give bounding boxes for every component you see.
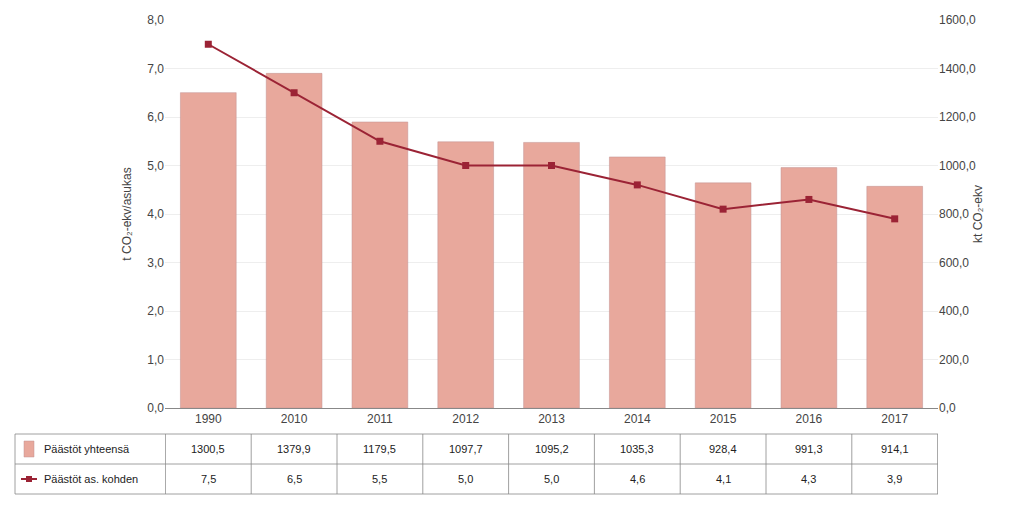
svg-text:914,1: 914,1 <box>881 443 909 455</box>
svg-text:7,5: 7,5 <box>201 473 216 485</box>
svg-text:3,0: 3,0 <box>147 256 164 270</box>
svg-text:4,3: 4,3 <box>801 473 816 485</box>
svg-text:928,4: 928,4 <box>709 443 737 455</box>
svg-text:0,0: 0,0 <box>939 401 956 415</box>
svg-text:6,0: 6,0 <box>147 110 164 124</box>
svg-text:2013: 2013 <box>538 412 565 426</box>
svg-text:600,0: 600,0 <box>939 256 969 270</box>
svg-text:1200,0: 1200,0 <box>939 110 976 124</box>
svg-text:1179,5: 1179,5 <box>363 443 396 455</box>
svg-text:7,0: 7,0 <box>147 62 164 76</box>
svg-text:1097,7: 1097,7 <box>449 443 483 455</box>
svg-text:200,0: 200,0 <box>939 353 969 367</box>
svg-text:1000,0: 1000,0 <box>939 159 976 173</box>
svg-text:5,5: 5,5 <box>372 473 387 485</box>
svg-text:kt CO₂-ekv: kt CO₂-ekv <box>971 185 985 243</box>
svg-text:2017: 2017 <box>881 412 908 426</box>
svg-text:1400,0: 1400,0 <box>939 62 976 76</box>
svg-text:1,0: 1,0 <box>147 353 164 367</box>
svg-text:3,9: 3,9 <box>887 473 902 485</box>
svg-text:800,0: 800,0 <box>939 207 969 221</box>
svg-text:1095,2: 1095,2 <box>535 443 569 455</box>
svg-text:t CO₂-ekv/asukas: t CO₂-ekv/asukas <box>120 167 134 260</box>
svg-text:1379,9: 1379,9 <box>277 443 311 455</box>
svg-text:2016: 2016 <box>796 412 823 426</box>
svg-text:8,0: 8,0 <box>147 13 164 27</box>
svg-text:1300,5: 1300,5 <box>191 443 225 455</box>
svg-text:991,3: 991,3 <box>795 443 823 455</box>
svg-text:1990: 1990 <box>195 412 222 426</box>
svg-text:1600,0: 1600,0 <box>939 13 976 27</box>
svg-text:2011: 2011 <box>367 412 393 426</box>
svg-text:4,0: 4,0 <box>147 207 164 221</box>
svg-text:1035,3: 1035,3 <box>620 443 654 455</box>
svg-text:5,0: 5,0 <box>544 473 559 485</box>
svg-text:400,0: 400,0 <box>939 304 969 318</box>
svg-text:4,1: 4,1 <box>716 473 731 485</box>
svg-text:0,0: 0,0 <box>147 401 164 415</box>
svg-text:2014: 2014 <box>624 412 651 426</box>
svg-text:5,0: 5,0 <box>458 473 473 485</box>
svg-text:6,5: 6,5 <box>287 473 302 485</box>
svg-text:4,6: 4,6 <box>630 473 645 485</box>
svg-text:2015: 2015 <box>710 412 737 426</box>
svg-text:5,0: 5,0 <box>147 159 164 173</box>
svg-text:Päästöt as. kohden: Päästöt as. kohden <box>44 473 138 485</box>
svg-text:2012: 2012 <box>452 412 479 426</box>
svg-text:2,0: 2,0 <box>147 304 164 318</box>
svg-text:Päästöt yhteensä: Päästöt yhteensä <box>44 443 130 455</box>
svg-text:2010: 2010 <box>281 412 308 426</box>
